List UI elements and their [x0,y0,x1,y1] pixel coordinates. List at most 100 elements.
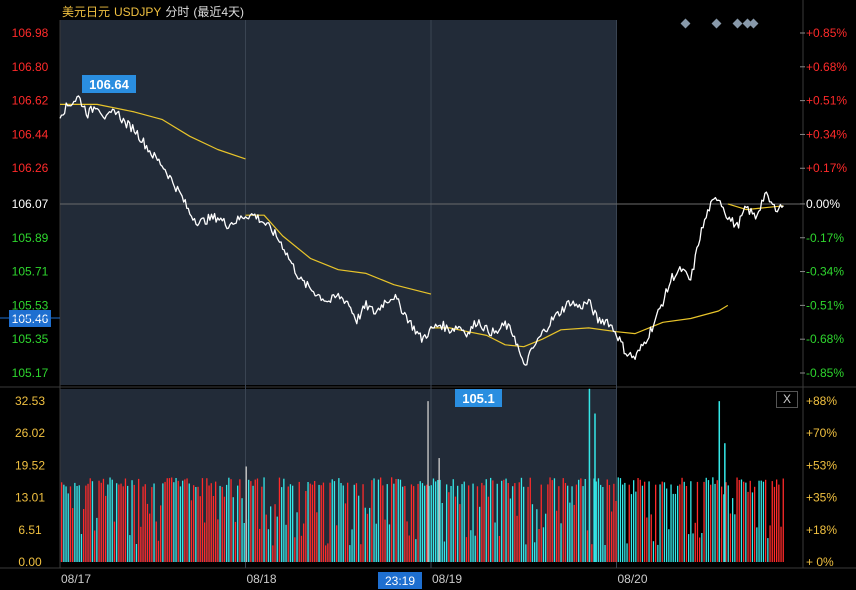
volume-bar [131,480,133,562]
volume-bar [175,478,177,562]
volume-bar [195,487,197,562]
volume-bar [116,483,118,562]
volume-bar [391,477,393,562]
volume-bar [105,495,107,562]
volume-bar [648,481,650,562]
volume-bar [342,485,344,562]
volume-bar [168,478,171,562]
volume-bar [63,484,65,562]
volume-bar [474,535,476,562]
volume-bar [545,513,547,562]
volume-bar [710,484,712,562]
vol-tick-left: 26.02 [15,426,45,440]
volume-bar [384,519,386,562]
volume-bar [448,492,450,562]
volume-bar [186,478,188,562]
volume-bar [281,487,283,562]
volume-bar [303,523,305,562]
volume-bar [349,545,351,562]
volume-bar [210,483,212,562]
volume-bar [492,480,494,562]
pair-name: 美元日元 [62,5,111,19]
volume-bar [736,477,738,562]
volume-bar [327,543,329,562]
volume-bar [619,478,622,562]
volume-bar [267,529,270,562]
volume-bar [289,484,292,562]
volume-bar [699,537,701,562]
volume-bar [333,481,336,562]
volume-bar [91,481,94,562]
volume-bar [534,542,536,562]
volume-bar [463,481,465,562]
volume-bar [743,481,745,562]
volume-bar [250,481,252,562]
volume-bar [294,537,296,562]
y-tick-right: -0.68% [806,332,844,346]
average-price-line [60,103,246,160]
volume-bar [567,485,569,562]
volume-bar [226,484,228,562]
volume-bar [738,480,740,562]
volume-bar [672,493,674,562]
y-tick-left: 106.44 [12,127,49,141]
volume-bar [668,529,670,562]
volume-bar [287,486,289,562]
volume-bar [527,486,529,562]
volume-bar [650,514,652,562]
crosshair-time-label: 23:19 [385,574,415,588]
volume-bar [747,491,749,562]
volume-bar [318,484,320,562]
average-price-line [431,304,729,348]
volume-bar [593,478,595,562]
volume-bar [679,484,681,562]
volume-bar [188,483,190,562]
volume-bar [677,485,679,562]
volume-bar [135,544,138,562]
y-tick-left: 106.26 [12,161,49,175]
volume-bar [483,485,485,562]
y-tick-left: 106.62 [12,94,49,108]
volume-bar [351,529,353,562]
volume-bar [292,485,294,562]
volume-bar [692,533,694,562]
volume-bar [683,481,685,562]
volume-bar [402,486,404,562]
volume-bar [553,478,556,562]
volume-bar [347,482,349,562]
volume-bar [371,480,373,562]
y-tick-left: 106.07 [12,197,49,211]
volume-bar [435,481,437,562]
volume-bar [300,535,303,562]
vol-tick-left: 0.00 [18,555,42,569]
volume-bar [712,477,714,562]
volume-bar [272,545,274,562]
volume-bar [234,521,237,562]
volume-bar [239,479,241,562]
volume-bar [465,537,468,562]
volume-bar [111,479,113,562]
volume-bar [468,485,470,562]
volume-bar [256,478,259,562]
y-tick-left: 106.80 [12,60,49,74]
volume-bar [230,479,232,562]
volume-bar [138,478,140,562]
volume-bar [377,479,380,562]
volume-bar [454,496,457,562]
symbol: USDJPY [114,5,162,19]
volume-bar [184,479,186,562]
volume-bar [399,479,402,562]
volume-bar [397,479,399,562]
volume-bar [758,480,760,562]
volume-bar [208,485,210,562]
volume-bar [373,478,375,562]
volume-bar [415,539,417,562]
volume-bar [624,482,626,562]
volume-bar [659,484,661,562]
volume-bar [118,484,120,562]
close-volume-panel-button[interactable]: X [776,391,798,408]
volume-bar [316,512,318,562]
volume-bar [100,482,102,562]
volume-bar [674,493,677,562]
